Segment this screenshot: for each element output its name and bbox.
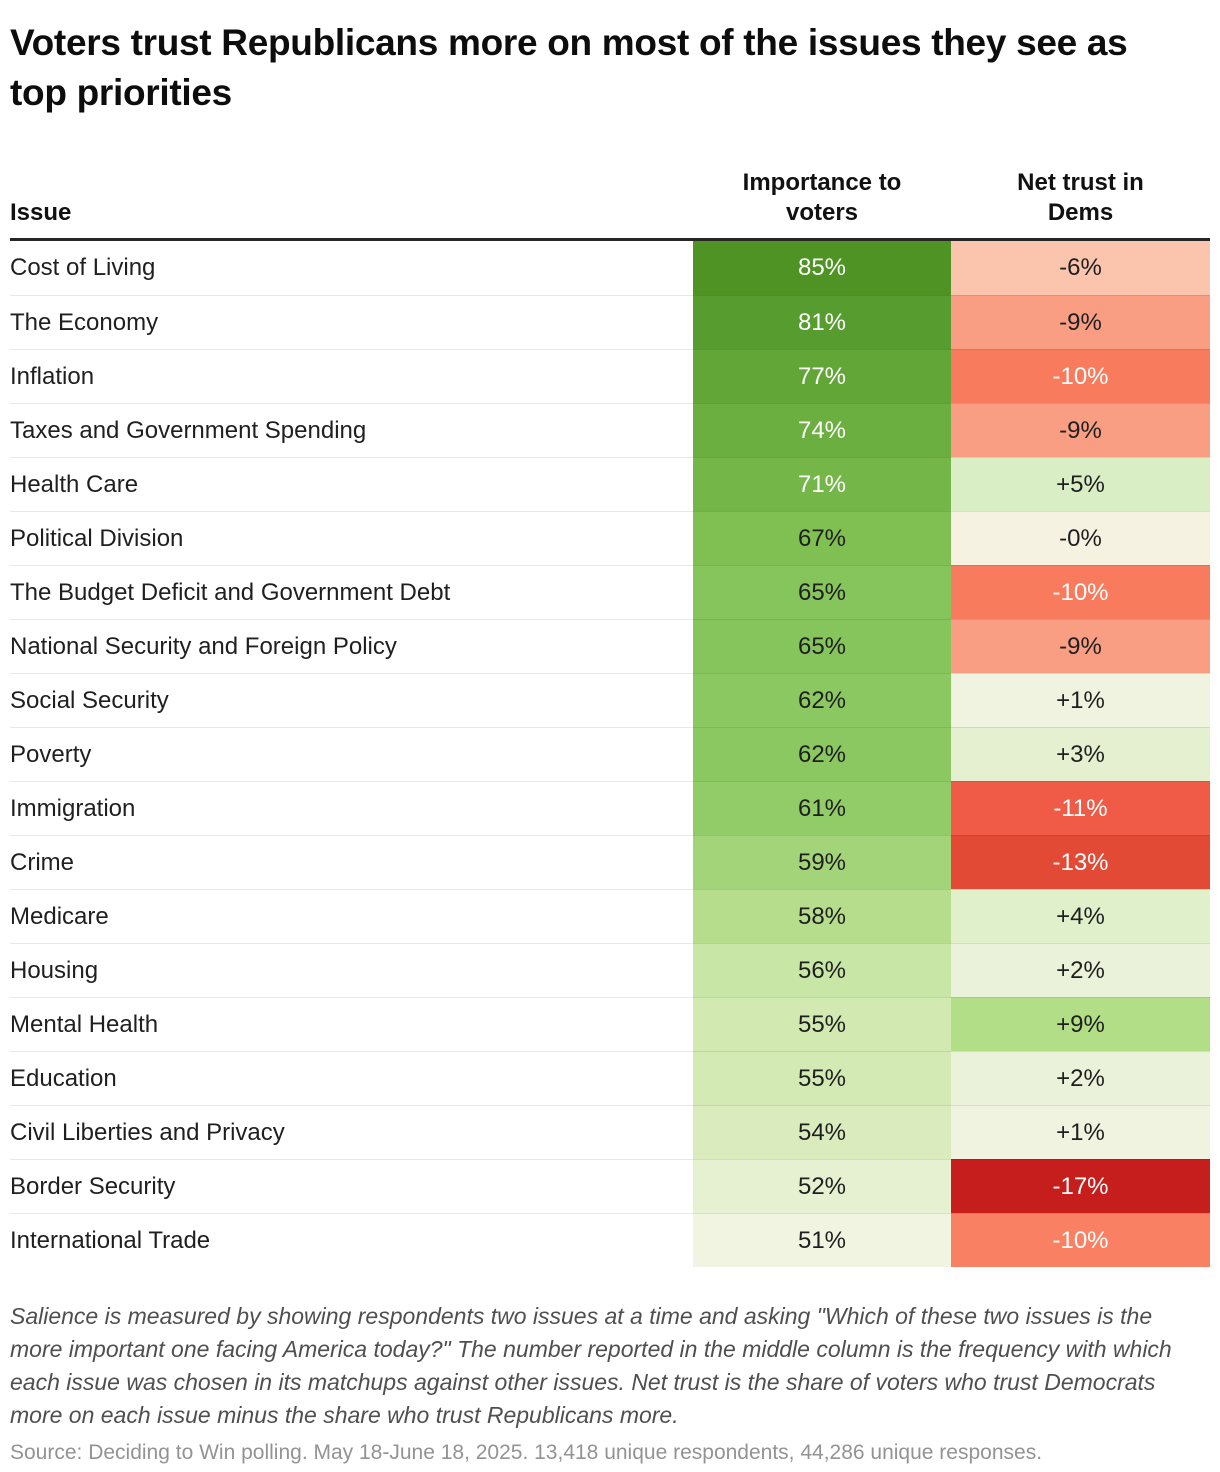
importance-cell: 61% bbox=[693, 781, 951, 835]
issue-label: International Trade bbox=[10, 1213, 693, 1267]
importance-cell: 52% bbox=[693, 1159, 951, 1213]
issue-label: The Budget Deficit and Government Debt bbox=[10, 565, 693, 619]
table-row: Immigration 61% -11% bbox=[10, 781, 1210, 835]
table-row: Civil Liberties and Privacy 54% +1% bbox=[10, 1105, 1210, 1159]
issue-label: Border Security bbox=[10, 1159, 693, 1213]
table-row: Health Care 71% +5% bbox=[10, 457, 1210, 511]
importance-cell: 85% bbox=[693, 241, 951, 295]
chart-container: Voters trust Republicans more on most of… bbox=[0, 18, 1220, 1467]
issue-label: Political Division bbox=[10, 511, 693, 565]
issue-label: Crime bbox=[10, 835, 693, 889]
issue-label: Civil Liberties and Privacy bbox=[10, 1105, 693, 1159]
issue-label: Medicare bbox=[10, 889, 693, 943]
importance-cell: 65% bbox=[693, 619, 951, 673]
importance-cell: 55% bbox=[693, 1051, 951, 1105]
issue-label: Taxes and Government Spending bbox=[10, 403, 693, 457]
importance-cell: 56% bbox=[693, 943, 951, 997]
net-trust-cell: -6% bbox=[951, 241, 1210, 295]
importance-cell: 55% bbox=[693, 997, 951, 1051]
issue-label: The Economy bbox=[10, 295, 693, 349]
importance-cell: 59% bbox=[693, 835, 951, 889]
table-row: Inflation 77% -10% bbox=[10, 349, 1210, 403]
table-row: Education 55% +2% bbox=[10, 1051, 1210, 1105]
table-row: Poverty 62% +3% bbox=[10, 727, 1210, 781]
net-trust-cell: -0% bbox=[951, 511, 1210, 565]
importance-cell: 51% bbox=[693, 1213, 951, 1267]
table-header: Issue Importance to voters Net trust in … bbox=[10, 168, 1210, 241]
source-note: Source: Deciding to Win polling. May 18-… bbox=[10, 1441, 1043, 1464]
net-trust-cell: -10% bbox=[951, 565, 1210, 619]
issue-label: Inflation bbox=[10, 349, 693, 403]
table-row: Border Security 52% -17% bbox=[10, 1159, 1210, 1213]
importance-cell: 65% bbox=[693, 565, 951, 619]
importance-cell: 58% bbox=[693, 889, 951, 943]
net-trust-cell: +4% bbox=[951, 889, 1210, 943]
net-trust-cell: +1% bbox=[951, 673, 1210, 727]
table-row: Mental Health 55% +9% bbox=[10, 997, 1210, 1051]
page-title: Voters trust Republicans more on most of… bbox=[10, 22, 1128, 113]
column-header-issue: Issue bbox=[10, 199, 72, 226]
table-row: Medicare 58% +4% bbox=[10, 889, 1210, 943]
table-row: International Trade 51% -10% bbox=[10, 1213, 1210, 1267]
importance-cell: 74% bbox=[693, 403, 951, 457]
table-row: Social Security 62% +1% bbox=[10, 673, 1210, 727]
table-row: National Security and Foreign Policy 65%… bbox=[10, 619, 1210, 673]
table-body: Cost of Living 85% -6% The Economy 81% -… bbox=[10, 241, 1210, 1267]
net-trust-cell: -10% bbox=[951, 349, 1210, 403]
issue-label: Health Care bbox=[10, 457, 693, 511]
net-trust-cell: +3% bbox=[951, 727, 1210, 781]
importance-cell: 67% bbox=[693, 511, 951, 565]
net-trust-cell: -11% bbox=[951, 781, 1210, 835]
importance-cell: 71% bbox=[693, 457, 951, 511]
importance-cell: 62% bbox=[693, 673, 951, 727]
importance-cell: 54% bbox=[693, 1105, 951, 1159]
net-trust-cell: -9% bbox=[951, 619, 1210, 673]
footnote: Salience is measured by showing responde… bbox=[10, 1303, 1172, 1428]
issue-label: National Security and Foreign Policy bbox=[10, 619, 693, 673]
table-row: Crime 59% -13% bbox=[10, 835, 1210, 889]
table-row: The Economy 81% -9% bbox=[10, 295, 1210, 349]
net-trust-cell: +5% bbox=[951, 457, 1210, 511]
issue-label: Education bbox=[10, 1051, 693, 1105]
net-trust-cell: +2% bbox=[951, 1051, 1210, 1105]
importance-cell: 81% bbox=[693, 295, 951, 349]
table-row: Political Division 67% -0% bbox=[10, 511, 1210, 565]
column-header-net-trust: Net trust in Dems bbox=[1017, 169, 1144, 226]
column-header-importance: Importance to voters bbox=[742, 169, 902, 226]
net-trust-cell: -9% bbox=[951, 403, 1210, 457]
importance-cell: 77% bbox=[693, 349, 951, 403]
table-row: Housing 56% +2% bbox=[10, 943, 1210, 997]
net-trust-cell: -17% bbox=[951, 1159, 1210, 1213]
table-row: Cost of Living 85% -6% bbox=[10, 241, 1210, 295]
issue-label: Poverty bbox=[10, 727, 693, 781]
net-trust-cell: +2% bbox=[951, 943, 1210, 997]
net-trust-cell: -10% bbox=[951, 1213, 1210, 1267]
table-row: The Budget Deficit and Government Debt 6… bbox=[10, 565, 1210, 619]
importance-cell: 62% bbox=[693, 727, 951, 781]
table-row: Taxes and Government Spending 74% -9% bbox=[10, 403, 1210, 457]
issue-label: Cost of Living bbox=[10, 241, 693, 295]
issue-label: Immigration bbox=[10, 781, 693, 835]
issue-label: Housing bbox=[10, 943, 693, 997]
net-trust-cell: -9% bbox=[951, 295, 1210, 349]
issue-label: Mental Health bbox=[10, 997, 693, 1051]
net-trust-cell: -13% bbox=[951, 835, 1210, 889]
net-trust-cell: +1% bbox=[951, 1105, 1210, 1159]
net-trust-cell: +9% bbox=[951, 997, 1210, 1051]
issue-label: Social Security bbox=[10, 673, 693, 727]
